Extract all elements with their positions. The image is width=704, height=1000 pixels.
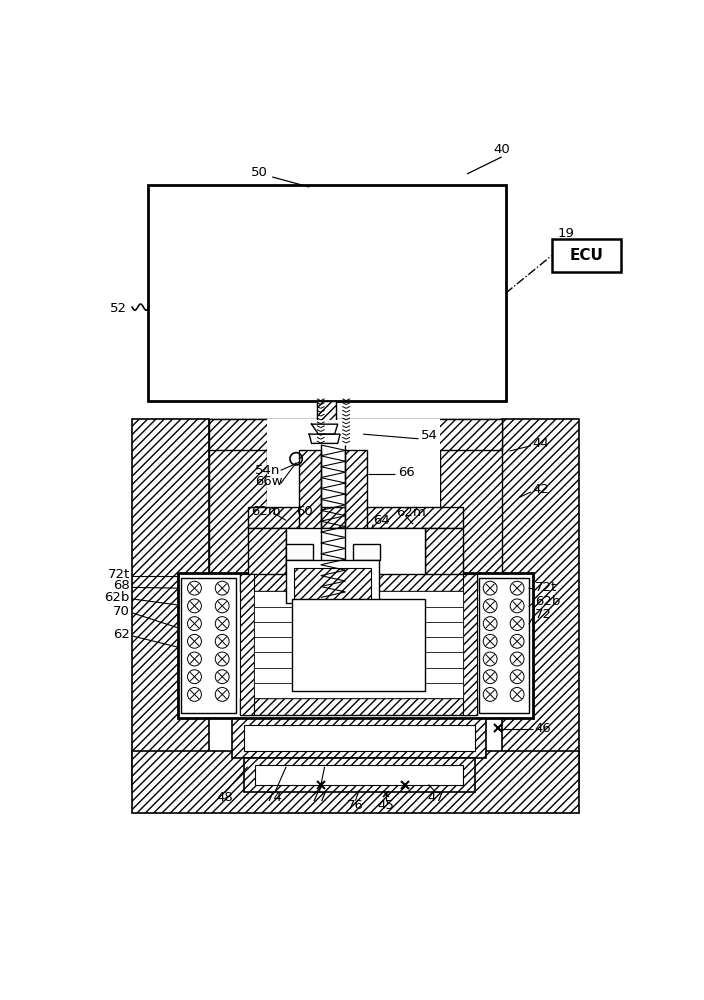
Bar	[317, 401, 337, 424]
Text: 54n: 54n	[256, 464, 281, 477]
Bar	[232, 719, 486, 758]
Text: 46: 46	[535, 722, 551, 735]
Bar	[132, 419, 209, 788]
Bar	[209, 419, 267, 577]
Bar	[346, 450, 367, 573]
Text: 72: 72	[535, 608, 552, 621]
Text: 68: 68	[113, 579, 130, 592]
Text: 62m: 62m	[251, 505, 281, 518]
Bar	[353, 544, 380, 560]
Bar	[132, 751, 579, 813]
Text: 62b: 62b	[104, 591, 130, 604]
Bar	[253, 668, 463, 683]
Bar	[463, 574, 477, 715]
Text: 52: 52	[110, 302, 127, 315]
Bar	[240, 698, 477, 715]
Text: 19: 19	[557, 227, 574, 240]
Text: 66: 66	[398, 466, 415, 479]
Bar	[479, 578, 529, 713]
Bar	[148, 185, 505, 401]
Bar	[502, 419, 579, 788]
Bar	[209, 419, 498, 426]
Bar	[240, 574, 477, 591]
Bar	[248, 507, 463, 528]
Text: 40: 40	[494, 143, 510, 156]
Text: 72t: 72t	[535, 581, 557, 594]
Text: 66w: 66w	[256, 475, 283, 488]
Text: 77: 77	[310, 791, 328, 804]
Bar	[292, 599, 425, 691]
Bar	[181, 578, 236, 713]
Bar	[178, 573, 532, 718]
Text: 54: 54	[421, 429, 438, 442]
Text: 64: 64	[373, 514, 390, 527]
Text: ECU: ECU	[570, 248, 603, 263]
Bar	[244, 725, 474, 751]
Bar	[425, 528, 463, 578]
Text: 62m: 62m	[396, 506, 426, 519]
Bar	[294, 568, 371, 599]
Bar	[552, 239, 621, 272]
Bar	[253, 637, 463, 652]
Bar	[253, 683, 463, 698]
Text: 74: 74	[266, 791, 283, 804]
Bar	[299, 450, 321, 573]
Bar	[240, 574, 253, 715]
Bar	[286, 544, 313, 560]
Text: 76: 76	[347, 799, 364, 812]
Text: 50: 50	[251, 166, 268, 179]
Bar	[253, 591, 463, 607]
Bar	[286, 528, 425, 578]
Polygon shape	[309, 434, 340, 443]
Text: 42: 42	[532, 483, 549, 496]
Text: 72t: 72t	[108, 568, 130, 581]
Bar	[253, 607, 463, 622]
Text: 62: 62	[113, 628, 130, 641]
Bar	[301, 420, 363, 448]
Bar	[267, 419, 440, 573]
Bar	[248, 528, 286, 578]
Text: 44: 44	[532, 437, 549, 450]
Bar	[286, 560, 379, 603]
Bar	[244, 758, 474, 792]
Text: 48: 48	[216, 791, 233, 804]
Bar	[440, 419, 502, 577]
Bar	[253, 652, 463, 668]
Bar	[256, 765, 463, 785]
Text: 62b: 62b	[535, 595, 560, 608]
Text: 45: 45	[378, 799, 395, 812]
Polygon shape	[311, 424, 338, 434]
Bar	[253, 622, 463, 637]
Bar	[209, 419, 502, 450]
Text: 60: 60	[296, 505, 313, 518]
Text: 70: 70	[113, 605, 130, 618]
Text: 47: 47	[428, 791, 445, 804]
